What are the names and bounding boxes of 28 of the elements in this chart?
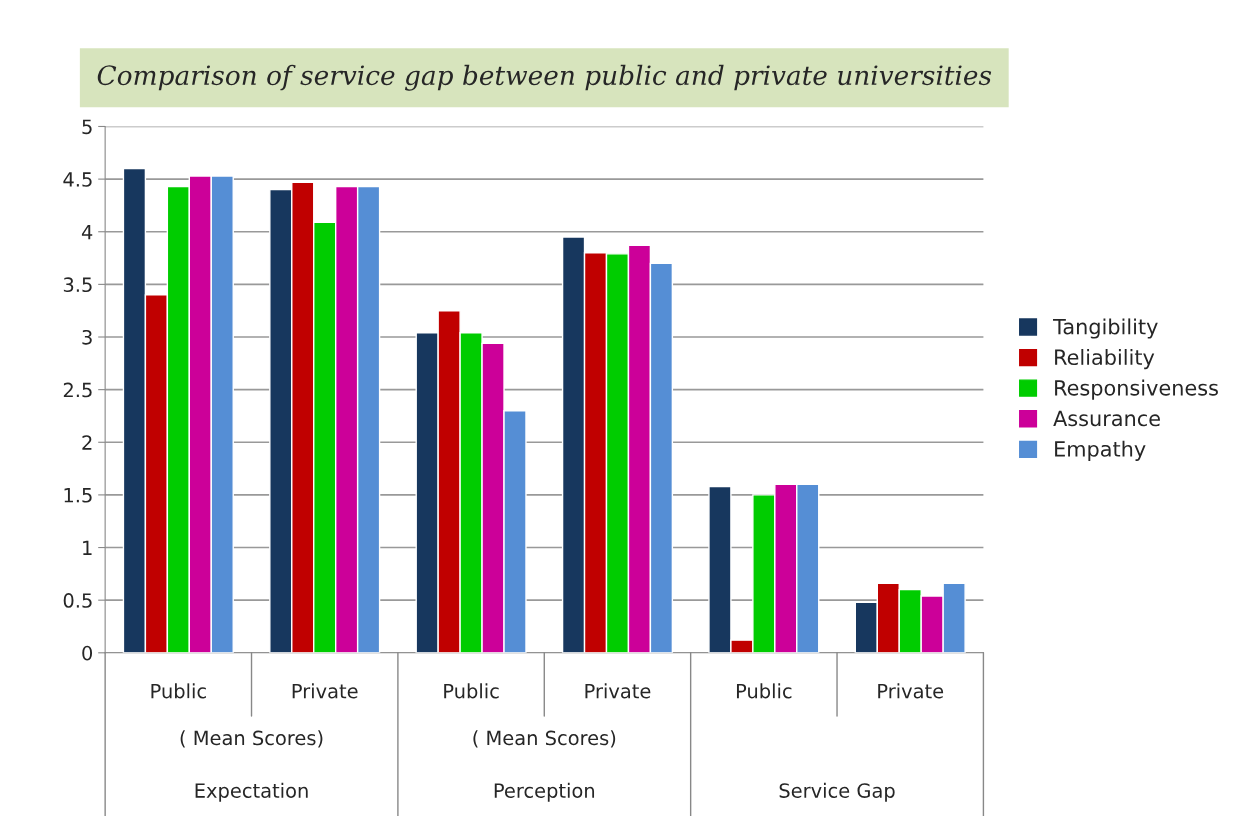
x-tick-label: Private [878,683,944,699]
y-tick-label: 4 [81,224,93,240]
y-tick-label: 2.5 [63,382,92,398]
text: ( Mean Scores) [180,730,323,748]
y-tick-label: 3 [82,329,92,345]
y-tick-label: 3.5 [63,277,92,293]
y-tick-label: 0.5 [63,593,92,608]
x-tick-label: Public [151,683,206,699]
text: ( Mean Scores) [473,730,616,748]
y-tick-label: 1.5 [64,488,92,503]
x-tick-label: Private [585,683,651,699]
text: Service Gap [779,782,895,802]
y-tick-label: 2 [82,435,92,450]
y-tick-label: 5 [82,119,92,135]
text: Perception [494,782,595,802]
x-tick-label: Public [444,683,499,699]
legend-label: Empathy [1055,440,1146,461]
legend-label: Tangibility [1053,318,1158,339]
x-tick-label: Public [736,683,792,699]
legend-label: Reliability [1055,348,1155,370]
x-tick-label: Private [292,683,358,699]
chart-title: Comparison of service gap between public and private universities [97,64,992,91]
y-tick-label: 0 [82,645,93,661]
legend-label: Responsiveness [1055,379,1218,400]
y-tick-label: 4.5 [63,172,92,187]
legend-label: Assurance [1053,410,1160,427]
y-tick-label: 1 [83,540,92,555]
text: Expectation [195,782,308,802]
